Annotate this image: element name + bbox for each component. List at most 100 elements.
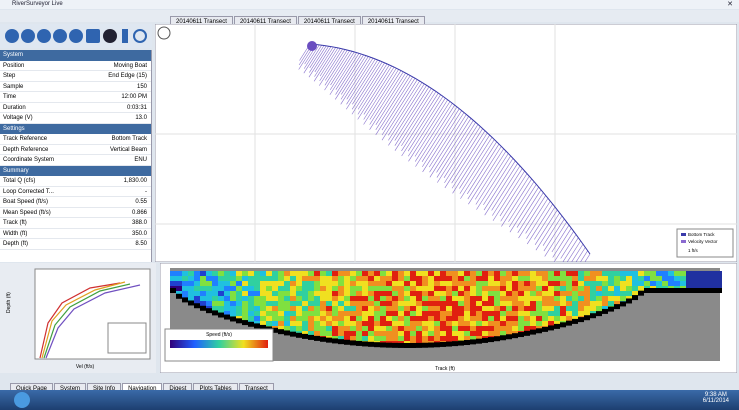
bed bbox=[224, 315, 230, 320]
cell bbox=[314, 331, 320, 336]
property-name: Boat Speed (ft/s) bbox=[0, 197, 74, 207]
cell bbox=[488, 321, 494, 326]
cell bbox=[332, 281, 338, 286]
cell bbox=[494, 276, 500, 281]
bed bbox=[596, 311, 602, 316]
cell bbox=[536, 301, 542, 306]
cell bbox=[254, 306, 260, 311]
property-name: Depth Reference bbox=[0, 145, 74, 155]
cell bbox=[296, 321, 302, 326]
start-button[interactable] bbox=[14, 392, 30, 408]
cell bbox=[524, 276, 530, 281]
cell bbox=[284, 326, 290, 331]
cell bbox=[488, 331, 494, 336]
cell bbox=[452, 336, 458, 341]
cell bbox=[464, 331, 470, 336]
property-row: Width (ft)350.0 bbox=[0, 229, 151, 240]
cell bbox=[482, 286, 488, 291]
cell bbox=[458, 326, 464, 331]
cell bbox=[596, 301, 602, 306]
property-value: Vertical Beam bbox=[74, 145, 152, 155]
cell bbox=[284, 296, 290, 301]
bed bbox=[242, 320, 248, 325]
cell bbox=[506, 311, 512, 316]
cell bbox=[374, 326, 380, 331]
cell bbox=[326, 321, 332, 326]
cell bbox=[380, 286, 386, 291]
cell bbox=[362, 281, 368, 286]
cell bbox=[674, 271, 680, 276]
cell bbox=[290, 271, 296, 276]
cell bbox=[608, 291, 614, 296]
cell bbox=[284, 286, 290, 291]
bed bbox=[308, 335, 314, 340]
bed bbox=[698, 288, 704, 293]
cell bbox=[314, 321, 320, 326]
bed bbox=[578, 317, 584, 322]
section-header: Settings bbox=[0, 124, 151, 135]
cell bbox=[494, 326, 500, 331]
bed bbox=[458, 341, 464, 346]
cell bbox=[392, 316, 398, 321]
cell bbox=[554, 301, 560, 306]
cell bbox=[356, 311, 362, 316]
cell bbox=[332, 306, 338, 311]
cell bbox=[170, 276, 176, 281]
cell bbox=[488, 281, 494, 286]
cell bbox=[476, 306, 482, 311]
cell bbox=[332, 291, 338, 296]
cell bbox=[686, 281, 692, 286]
cell bbox=[440, 271, 446, 276]
cell bbox=[410, 321, 416, 326]
cell bbox=[440, 306, 446, 311]
cell bbox=[440, 311, 446, 316]
cell bbox=[578, 286, 584, 291]
cell bbox=[332, 321, 338, 326]
cell bbox=[254, 311, 260, 316]
cell bbox=[476, 321, 482, 326]
cell bbox=[416, 331, 422, 336]
tool-icons[interactable] bbox=[5, 29, 146, 43]
close-button[interactable]: ✕ bbox=[727, 0, 733, 8]
cell bbox=[548, 321, 554, 326]
bed bbox=[188, 300, 194, 305]
cell bbox=[296, 301, 302, 306]
cell bbox=[428, 311, 434, 316]
cell bbox=[686, 276, 692, 281]
property-value: ENU bbox=[74, 155, 152, 165]
cell bbox=[302, 316, 308, 321]
cell bbox=[494, 291, 500, 296]
cell bbox=[458, 291, 464, 296]
cell bbox=[266, 301, 272, 306]
cell bbox=[350, 296, 356, 301]
cell bbox=[380, 331, 386, 336]
cell bbox=[266, 276, 272, 281]
cell bbox=[338, 316, 344, 321]
cell bbox=[404, 291, 410, 296]
cell bbox=[344, 316, 350, 321]
bed bbox=[560, 322, 566, 327]
cell bbox=[260, 271, 266, 276]
bed bbox=[410, 343, 416, 348]
cell bbox=[428, 301, 434, 306]
cell bbox=[590, 286, 596, 291]
cell bbox=[308, 316, 314, 321]
cell bbox=[482, 276, 488, 281]
property-row: Coordinate SystemENU bbox=[0, 155, 151, 166]
cell bbox=[590, 296, 596, 301]
cell bbox=[416, 321, 422, 326]
cell bbox=[512, 326, 518, 331]
cell bbox=[344, 286, 350, 291]
cell bbox=[266, 286, 272, 291]
cell bbox=[434, 296, 440, 301]
property-value: 12:00 PM bbox=[74, 92, 152, 102]
cell bbox=[362, 286, 368, 291]
cell bbox=[338, 331, 344, 336]
cell bbox=[224, 281, 230, 286]
cell bbox=[440, 286, 446, 291]
cell bbox=[614, 286, 620, 291]
bed bbox=[350, 340, 356, 345]
cell bbox=[626, 271, 632, 276]
cell bbox=[578, 271, 584, 276]
cell bbox=[302, 276, 308, 281]
